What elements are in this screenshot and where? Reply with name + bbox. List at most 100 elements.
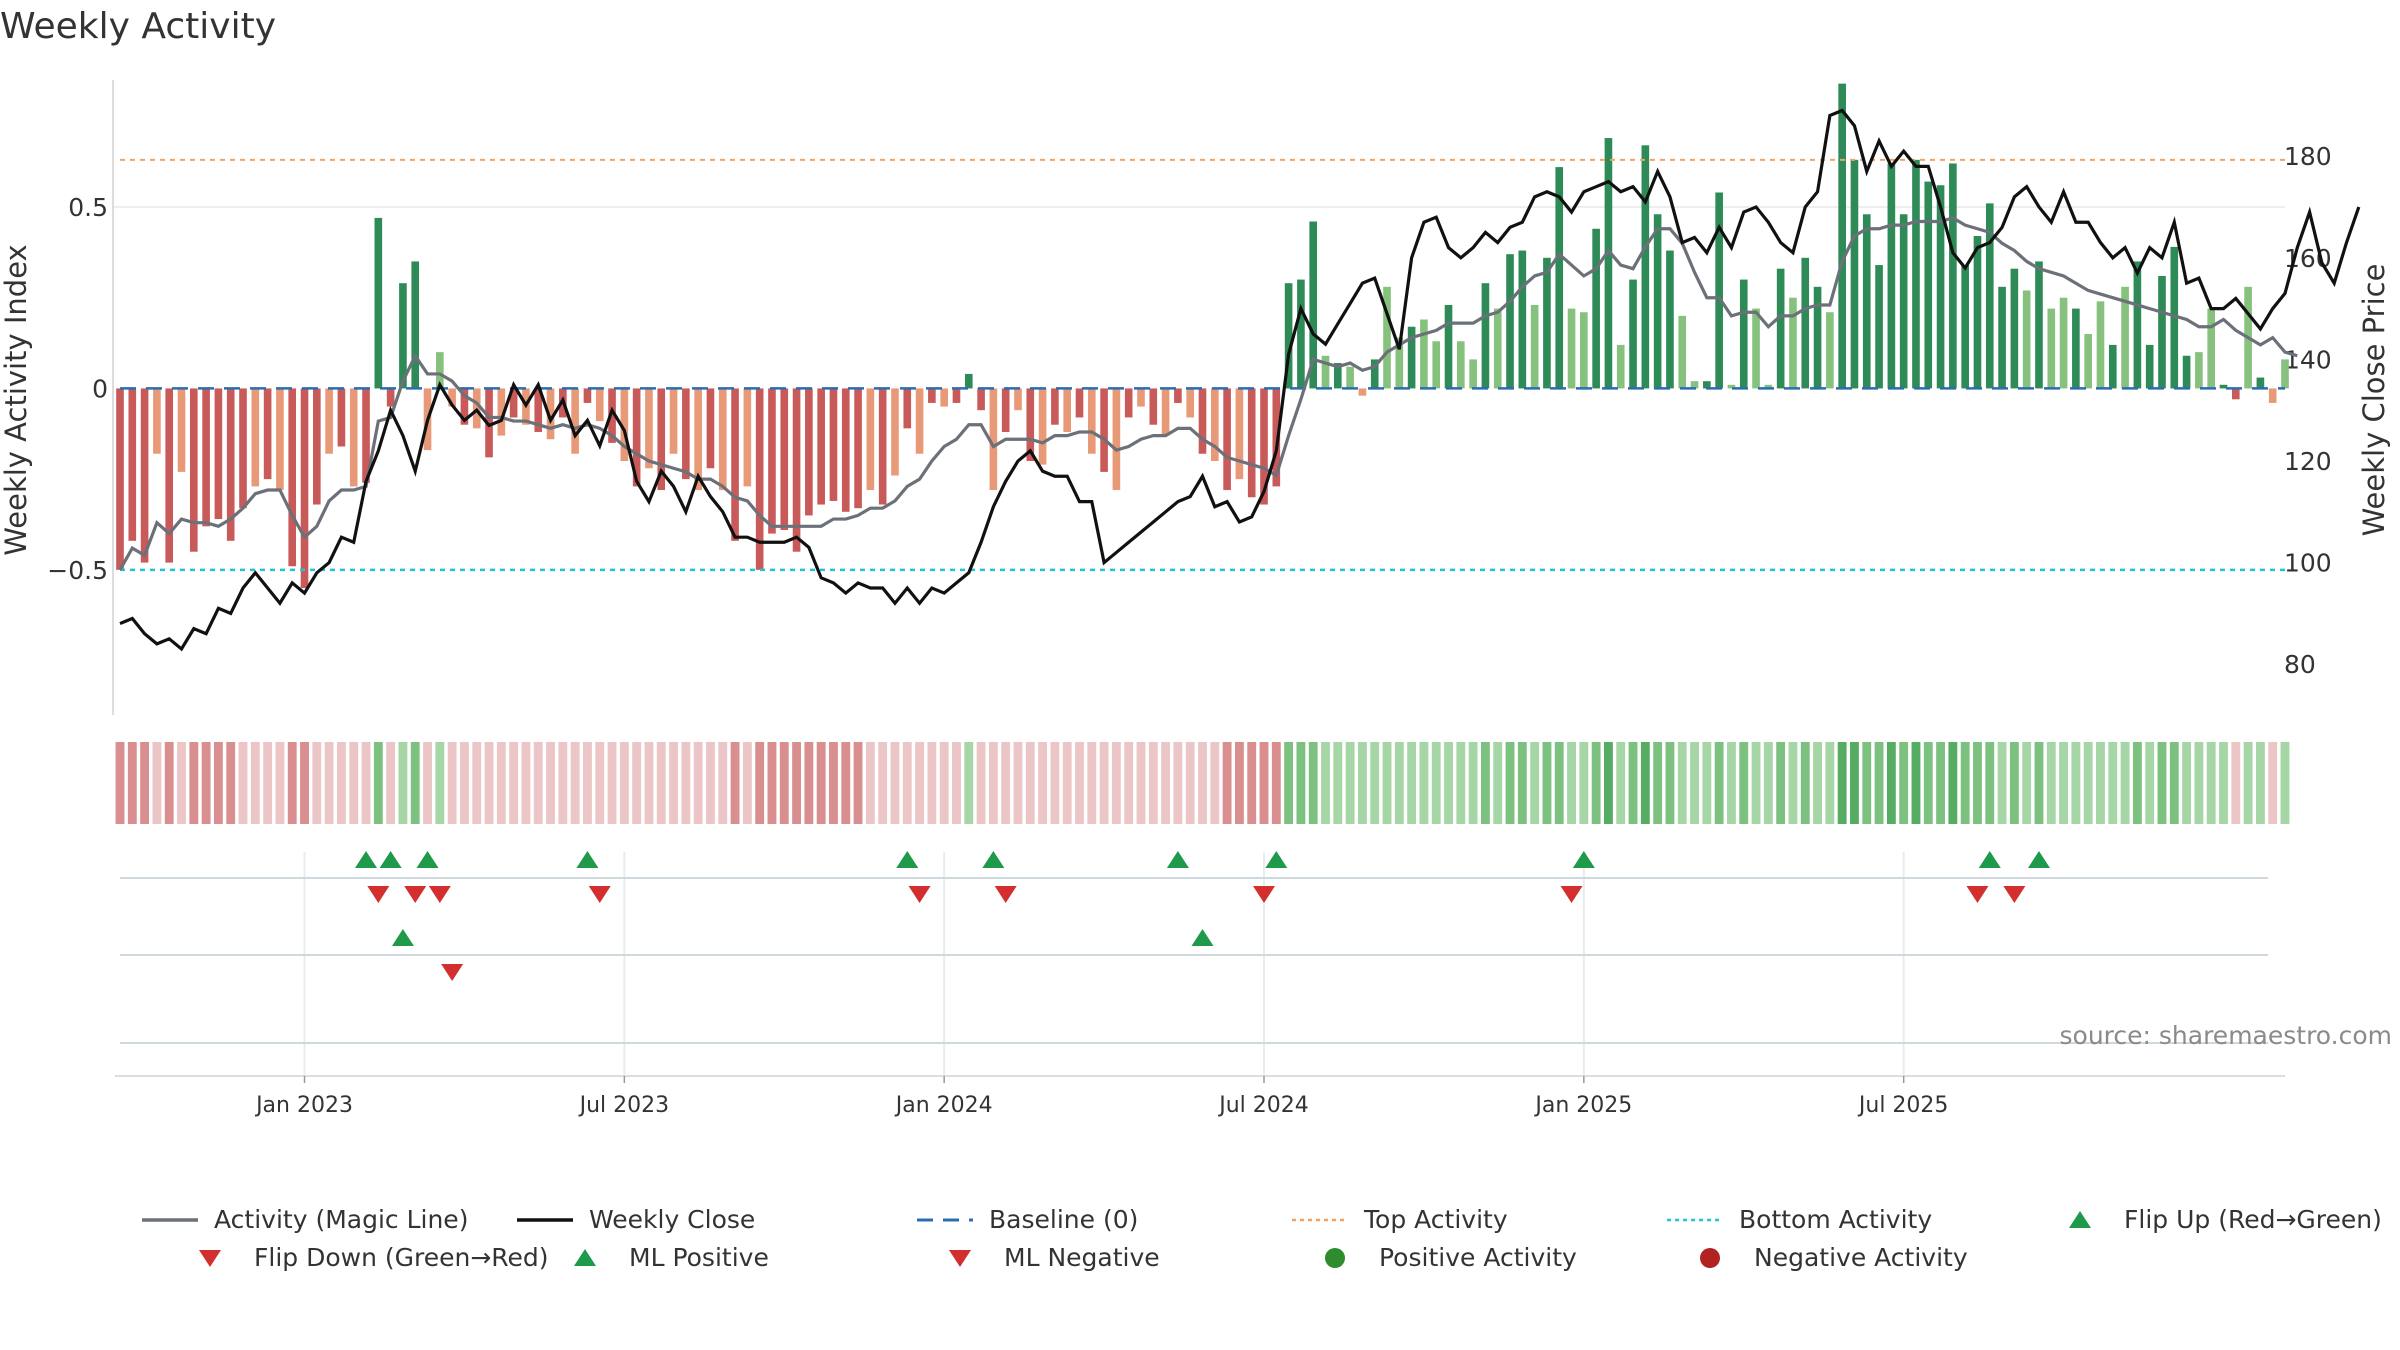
strip-cell bbox=[1530, 742, 1540, 824]
activity-bar bbox=[251, 388, 260, 487]
y-tick-left: 0 bbox=[92, 374, 108, 403]
x-tick-label: Jul 2025 bbox=[1857, 1093, 1949, 1118]
strip-cell bbox=[1111, 742, 1121, 824]
legend-item: Positive Activity bbox=[1305, 1243, 1577, 1272]
activity-bar bbox=[2047, 308, 2056, 389]
strip-cell bbox=[619, 742, 629, 824]
flip-up-marker bbox=[355, 851, 378, 868]
strip-cell bbox=[213, 742, 223, 824]
activity-bar bbox=[1284, 283, 1293, 389]
strip-cell bbox=[1825, 742, 1835, 824]
strip-cell bbox=[484, 742, 494, 824]
strip-cell bbox=[693, 742, 703, 824]
activity-bar bbox=[792, 388, 801, 552]
activity-bar bbox=[1260, 388, 1268, 505]
activity-bar bbox=[1518, 250, 1527, 389]
flip-up-marker bbox=[2027, 851, 2050, 868]
strip-cell bbox=[324, 742, 334, 824]
activity-bar bbox=[2281, 359, 2289, 389]
activity-bar bbox=[1383, 286, 1391, 389]
activity-bar bbox=[374, 217, 383, 389]
y-axis-right-label: Weekly Close Price bbox=[2357, 264, 2391, 537]
legend-down-triangle-icon bbox=[949, 1249, 971, 1267]
activity-bar bbox=[915, 388, 924, 454]
strip-cell bbox=[1850, 742, 1859, 824]
strip-cell bbox=[878, 742, 888, 824]
activity-bar bbox=[928, 388, 936, 403]
strip-cell bbox=[1480, 742, 1490, 824]
activity-bar bbox=[1420, 319, 1428, 389]
strip-cell bbox=[1542, 742, 1552, 824]
strip-cell bbox=[656, 742, 666, 824]
strip-cell bbox=[152, 742, 162, 824]
activity-bar bbox=[189, 388, 198, 552]
activity-bar bbox=[325, 388, 333, 454]
strip-cell bbox=[1419, 742, 1429, 824]
activity-bar bbox=[583, 388, 592, 403]
legend-item: ML Negative bbox=[930, 1243, 1160, 1272]
strip-cell bbox=[1431, 742, 1441, 824]
strip-cell bbox=[1075, 742, 1084, 824]
strip-cell bbox=[2157, 742, 2167, 824]
activity-bar bbox=[669, 388, 678, 454]
x-axis: Jan 2023 Jul 2023 Jan 2024 Jul 2024 Jan 2025… bbox=[115, 1075, 2285, 1118]
ml-positive-marker bbox=[1191, 929, 1214, 946]
activity-bar bbox=[1124, 388, 1133, 418]
legend-label: Positive Activity bbox=[1379, 1243, 1577, 1272]
activity-bar bbox=[1137, 388, 1145, 407]
activity-bar bbox=[1604, 138, 1613, 389]
activity-bar bbox=[595, 388, 604, 422]
activity-bar bbox=[1395, 337, 1404, 389]
activity-bar bbox=[2256, 377, 2265, 389]
strip-cell bbox=[964, 742, 974, 824]
activity-bar bbox=[2108, 344, 2117, 389]
y-tick-right: 100 bbox=[2284, 549, 2332, 578]
strip-cell bbox=[595, 742, 605, 824]
legend-swatch bbox=[517, 1217, 573, 1222]
strip-cell bbox=[1284, 742, 1294, 824]
strip-cell bbox=[2231, 742, 2241, 824]
strip-cell bbox=[140, 742, 150, 824]
activity-bar bbox=[276, 388, 284, 491]
strip-cell bbox=[238, 742, 248, 824]
activity-bar bbox=[1789, 297, 1797, 389]
activity-bar bbox=[362, 388, 370, 483]
activity-bar bbox=[989, 388, 998, 491]
strip-cell bbox=[829, 742, 838, 824]
activity-bar bbox=[706, 388, 715, 469]
activity-bar bbox=[2158, 275, 2166, 389]
strip-cell bbox=[2243, 742, 2253, 824]
activity-bar bbox=[1924, 181, 1933, 389]
activity-bar bbox=[1850, 159, 1859, 389]
activity-bar bbox=[2182, 355, 2191, 389]
strip-cell bbox=[115, 742, 125, 824]
strip-cell bbox=[706, 742, 715, 824]
strip-cell bbox=[1727, 742, 1736, 824]
activity-bar bbox=[300, 388, 309, 588]
legend-circle-icon bbox=[1700, 1247, 1720, 1268]
strip-cell bbox=[1038, 742, 1048, 824]
strip-cell bbox=[558, 742, 568, 824]
strip-cell bbox=[1628, 742, 1638, 824]
strip-cell bbox=[952, 742, 961, 824]
activity-bar bbox=[1063, 388, 1072, 432]
strip-cell bbox=[2096, 742, 2105, 824]
flip-down-marker bbox=[404, 886, 427, 903]
strip-cell bbox=[1345, 742, 1355, 824]
strip-cell bbox=[1468, 742, 1478, 824]
strip-cell bbox=[1062, 742, 1072, 824]
x-tick-label: Jan 2023 bbox=[254, 1093, 353, 1118]
strip-cell bbox=[792, 742, 801, 824]
strip-cell bbox=[1874, 742, 1884, 824]
activity-bar bbox=[1444, 304, 1453, 389]
flip-down-marker bbox=[2003, 886, 2026, 903]
legend-up-triangle-icon bbox=[574, 1248, 596, 1266]
activity-bar bbox=[509, 388, 518, 418]
activity-bar bbox=[534, 388, 543, 432]
strip-cell bbox=[1456, 742, 1466, 824]
activity-bar bbox=[1838, 83, 1846, 389]
flip-down-marker bbox=[908, 886, 931, 903]
activity-bar bbox=[1690, 381, 1699, 389]
strip-cell bbox=[1161, 742, 1171, 824]
